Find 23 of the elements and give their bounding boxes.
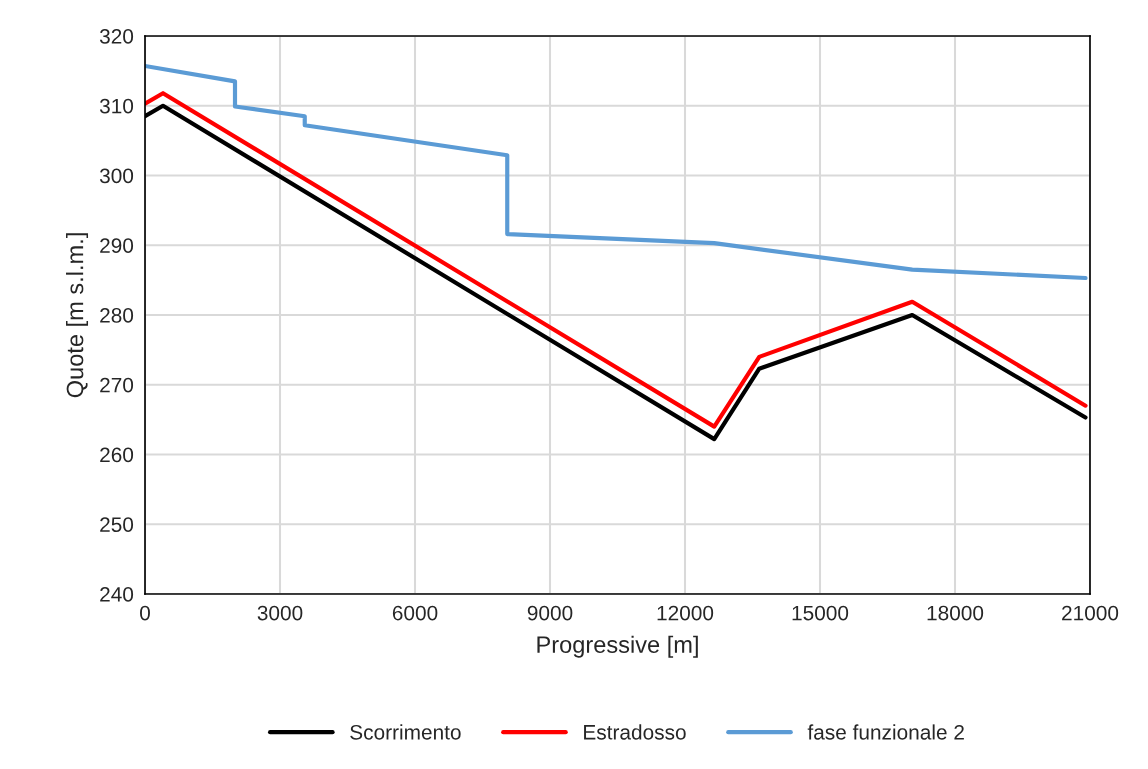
x-tick-label: 9000 xyxy=(527,605,573,621)
y-axis-title: Quote [m s.l.m.] xyxy=(66,233,89,398)
x-tick-label: 3000 xyxy=(257,605,303,621)
y-tick-label: 310 xyxy=(99,98,134,114)
x-tick-label: 15000 xyxy=(792,605,849,621)
x-tick-label: 0 xyxy=(140,605,150,621)
y-tick-label: 320 xyxy=(99,29,134,44)
x-tick-label: 21000 xyxy=(1062,605,1119,621)
line-series xyxy=(145,63,1088,281)
y-tick-label: 260 xyxy=(100,447,134,463)
y-tick-label: 290 xyxy=(100,238,134,253)
legend-label: Estradosso xyxy=(584,724,686,740)
y-tick-label: 240 xyxy=(100,587,134,602)
legend-label: fase funzionale 2 xyxy=(807,724,964,740)
x-tick-label: 6000 xyxy=(392,605,438,621)
y-tick-label: 250 xyxy=(100,517,134,532)
legend-label: Scorrimento xyxy=(350,724,461,740)
x-axis-title: Progressive [m] xyxy=(537,635,698,658)
y-tick-label: 300 xyxy=(99,168,134,184)
x-tick-label: 18000 xyxy=(927,605,984,621)
x-tick-label: 12000 xyxy=(657,605,714,621)
y-tick-label: 270 xyxy=(100,377,134,393)
y-tick-label: 280 xyxy=(100,308,134,323)
